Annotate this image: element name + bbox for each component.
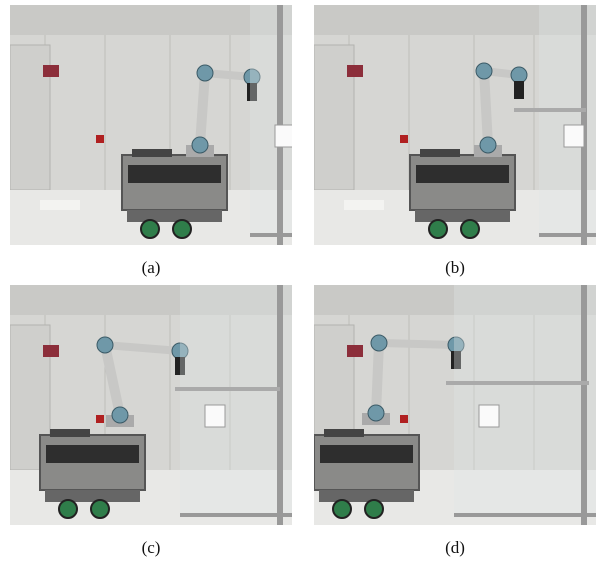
- joint: [511, 67, 527, 83]
- notice: [479, 405, 499, 427]
- cart-panel: [128, 165, 221, 183]
- glass: [250, 5, 292, 235]
- cart-top: [324, 429, 364, 437]
- photo: (d): [314, 285, 596, 557]
- sign: [347, 65, 363, 77]
- joint: [192, 137, 208, 153]
- wheel: [59, 500, 77, 518]
- base-frame: [319, 490, 414, 502]
- upper-arm: [376, 343, 379, 413]
- scene: [314, 5, 596, 245]
- notice: [275, 125, 295, 147]
- notice: [205, 405, 225, 427]
- base-frame: [415, 210, 510, 222]
- wheel: [461, 220, 479, 238]
- wheel: [141, 220, 159, 238]
- caption: (b): [445, 258, 465, 277]
- scene: [10, 5, 295, 245]
- photo: (a): [10, 5, 295, 277]
- joint: [371, 335, 387, 351]
- fire-sign: [400, 135, 408, 143]
- cart-panel: [46, 445, 139, 463]
- ceiling: [10, 5, 292, 35]
- joint: [480, 137, 496, 153]
- upper-arm: [484, 71, 488, 145]
- cart-top: [50, 429, 90, 437]
- photo: (c): [10, 285, 292, 557]
- cart-panel: [320, 445, 413, 463]
- wheel: [365, 500, 383, 518]
- caption: (a): [142, 258, 161, 277]
- glass: [539, 5, 596, 235]
- forearm: [379, 343, 456, 345]
- fire-sign: [96, 135, 104, 143]
- fire-sign: [96, 415, 104, 423]
- notice: [564, 125, 584, 147]
- joint: [476, 63, 492, 79]
- caption: (c): [142, 538, 161, 557]
- gripper: [514, 81, 524, 99]
- cart-panel: [416, 165, 509, 183]
- glass: [454, 285, 596, 515]
- figure: (a) (b) (c) (d): [0, 0, 598, 562]
- sign: [43, 65, 59, 77]
- glass: [180, 285, 292, 515]
- joint: [197, 65, 213, 81]
- caption: (d): [445, 538, 465, 557]
- base-frame: [127, 210, 222, 222]
- wheel: [429, 220, 447, 238]
- photo: (b): [314, 5, 596, 277]
- joint: [97, 337, 113, 353]
- cart-top: [132, 149, 172, 157]
- floor-patch: [40, 200, 80, 210]
- joint: [112, 407, 128, 423]
- wheel: [173, 220, 191, 238]
- joint: [368, 405, 384, 421]
- fire-sign: [400, 415, 408, 423]
- base-frame: [45, 490, 140, 502]
- scene: [10, 285, 292, 525]
- sign: [347, 345, 363, 357]
- wheel: [91, 500, 109, 518]
- sign: [43, 345, 59, 357]
- cart-top: [420, 149, 460, 157]
- scene: [314, 285, 596, 525]
- floor-patch: [344, 200, 384, 210]
- wheel: [333, 500, 351, 518]
- upper-arm: [200, 73, 205, 145]
